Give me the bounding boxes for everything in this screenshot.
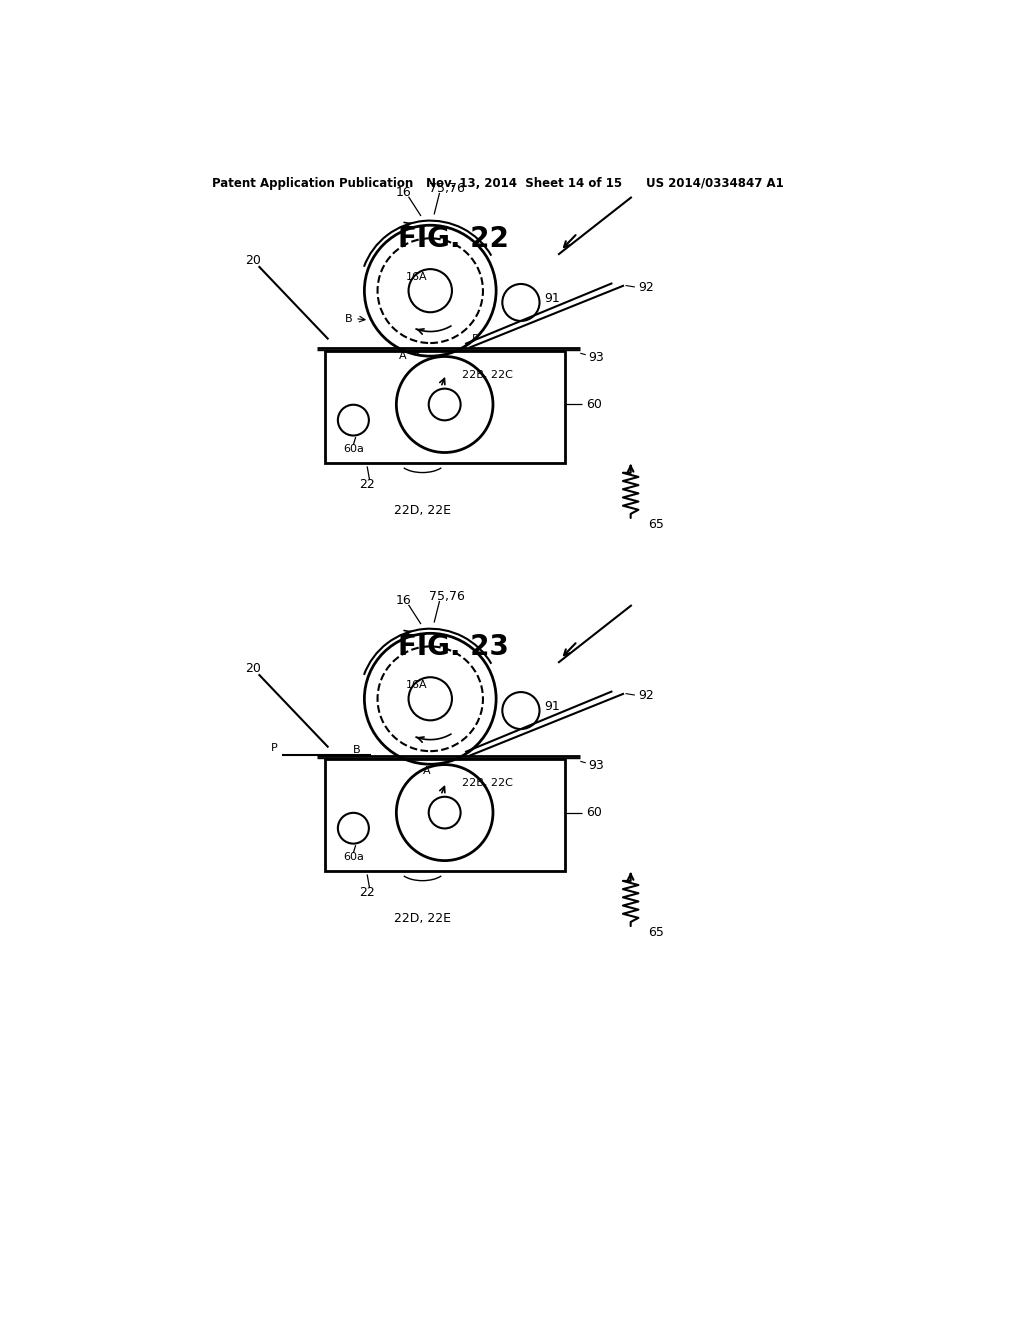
Text: 22: 22	[359, 886, 375, 899]
Text: 93: 93	[588, 351, 604, 363]
Text: B: B	[345, 314, 352, 323]
Text: 22: 22	[359, 478, 375, 491]
Text: 65: 65	[648, 517, 664, 531]
Text: 93: 93	[588, 759, 604, 772]
Text: 22D, 22E: 22D, 22E	[394, 504, 451, 517]
Text: US 2014/0334847 A1: US 2014/0334847 A1	[646, 177, 783, 190]
Text: 75,76: 75,76	[429, 182, 465, 195]
Text: FIG. 22: FIG. 22	[398, 226, 509, 253]
Text: 60a: 60a	[343, 853, 364, 862]
Text: P: P	[472, 334, 479, 343]
Text: Nov. 13, 2014  Sheet 14 of 15: Nov. 13, 2014 Sheet 14 of 15	[426, 177, 623, 190]
Text: P: P	[270, 743, 278, 754]
Text: 22B, 22C: 22B, 22C	[462, 370, 512, 380]
Text: 92: 92	[638, 689, 653, 702]
Text: 22B, 22C: 22B, 22C	[462, 777, 512, 788]
Text: 75,76: 75,76	[429, 590, 465, 603]
Text: A: A	[423, 766, 430, 776]
Text: 92: 92	[638, 281, 653, 294]
Text: 65: 65	[648, 925, 664, 939]
Text: 16A: 16A	[406, 272, 427, 282]
Text: 16A: 16A	[406, 680, 427, 690]
Text: B: B	[353, 744, 360, 755]
Text: Patent Application Publication: Patent Application Publication	[212, 177, 413, 190]
Text: 16: 16	[395, 186, 411, 198]
Text: 60a: 60a	[343, 445, 364, 454]
Text: 60: 60	[587, 399, 602, 411]
Text: FIG. 23: FIG. 23	[398, 634, 509, 661]
Text: 20: 20	[246, 253, 261, 267]
Bar	[325, 759, 565, 871]
Text: 91: 91	[544, 292, 560, 305]
Text: 20: 20	[246, 661, 261, 675]
Text: 16: 16	[395, 594, 411, 607]
Text: 91: 91	[544, 700, 560, 713]
Bar	[325, 351, 565, 462]
Text: A: A	[399, 351, 407, 360]
Text: 60: 60	[587, 807, 602, 820]
Text: 22D, 22E: 22D, 22E	[394, 912, 451, 925]
